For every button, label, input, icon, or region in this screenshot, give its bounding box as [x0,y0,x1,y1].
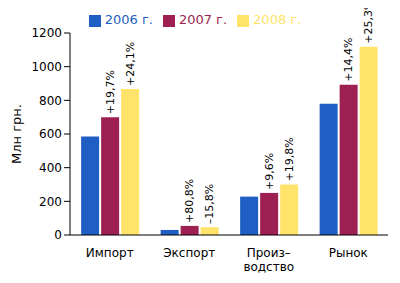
svg-text:+25,3%: +25,3% [362,8,375,44]
svg-text:+80,8%: +80,8% [183,179,196,223]
html-text:2008 г.: 2008 г. [253,12,302,27]
svg-text:Рынок: Рынок [329,246,368,260]
svg-text:400: 400 [39,161,62,175]
svg-text:0: 0 [54,228,62,242]
svg-text:+19,8%: +19,8% [283,137,296,181]
svg-text:+24,1%: +24,1% [124,42,137,86]
html-text:2007 г.: 2007 г. [178,12,228,27]
svg-text:+9,6%: +9,6% [263,153,276,190]
svg-text:+19,7%: +19,7% [104,70,117,114]
svg-text:800: 800 [39,94,62,108]
svg-text:–15,8%: –15,8% [203,184,216,224]
svg-text:1200: 1200 [31,26,62,40]
svg-text:Экспорт: Экспорт [163,246,215,260]
svg-text:Млн грн.: Млн грн. [9,104,24,164]
svg-text:Произ–водство: Произ–водство [243,246,294,274]
svg-text:600: 600 [39,127,62,141]
svg-text:+14,4%: +14,4% [342,38,355,82]
svg-text:200: 200 [39,195,62,209]
html-text:2006 г.: 2006 г. [104,12,153,27]
svg-text:1000: 1000 [31,60,62,74]
svg-text:Импорт: Импорт [86,246,134,260]
